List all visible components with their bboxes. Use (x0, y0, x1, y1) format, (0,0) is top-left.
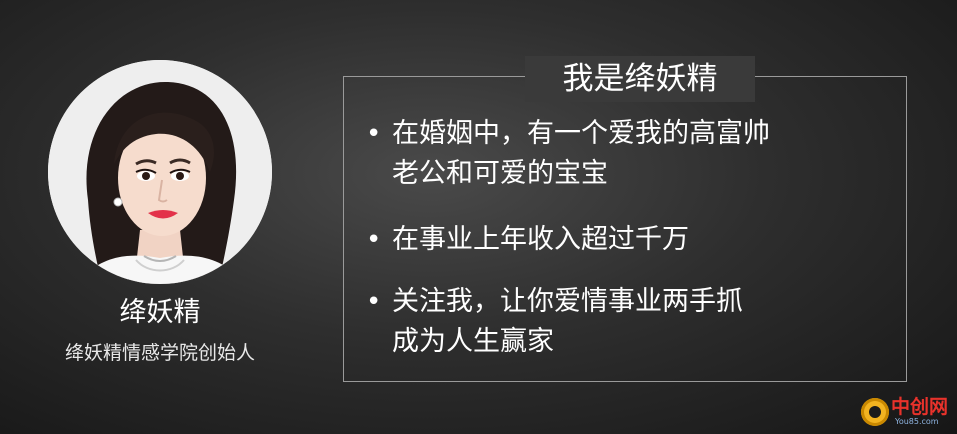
profile-avatar (48, 60, 272, 284)
bullet-dot-icon: • (366, 287, 382, 317)
film-reel-icon (861, 398, 889, 426)
intro-bullet-text: 在事业上年收入超过千万 (392, 224, 689, 255)
intro-title: 我是绛妖精 (525, 56, 755, 102)
intro-bullet-text: 在婚姻中，有一个爱我的高富帅 老公和可爱的宝宝 (392, 118, 770, 189)
watermark-brand: 中创网 (891, 396, 949, 418)
watermark-url: You85.com (895, 417, 939, 426)
bullet-dot-icon: • (366, 119, 382, 149)
watermark-logo: 中创网 You85.com (861, 394, 951, 430)
profile-name: 绛妖精 (119, 297, 201, 328)
intro-bullet-text: 关注我，让你爱情事业两手抓 成为人生赢家 (392, 286, 743, 357)
bullet-dot-icon: • (366, 225, 382, 255)
portrait-illustration (48, 60, 272, 284)
profile-subtitle: 绛妖精情感学院创始人 (64, 342, 255, 364)
